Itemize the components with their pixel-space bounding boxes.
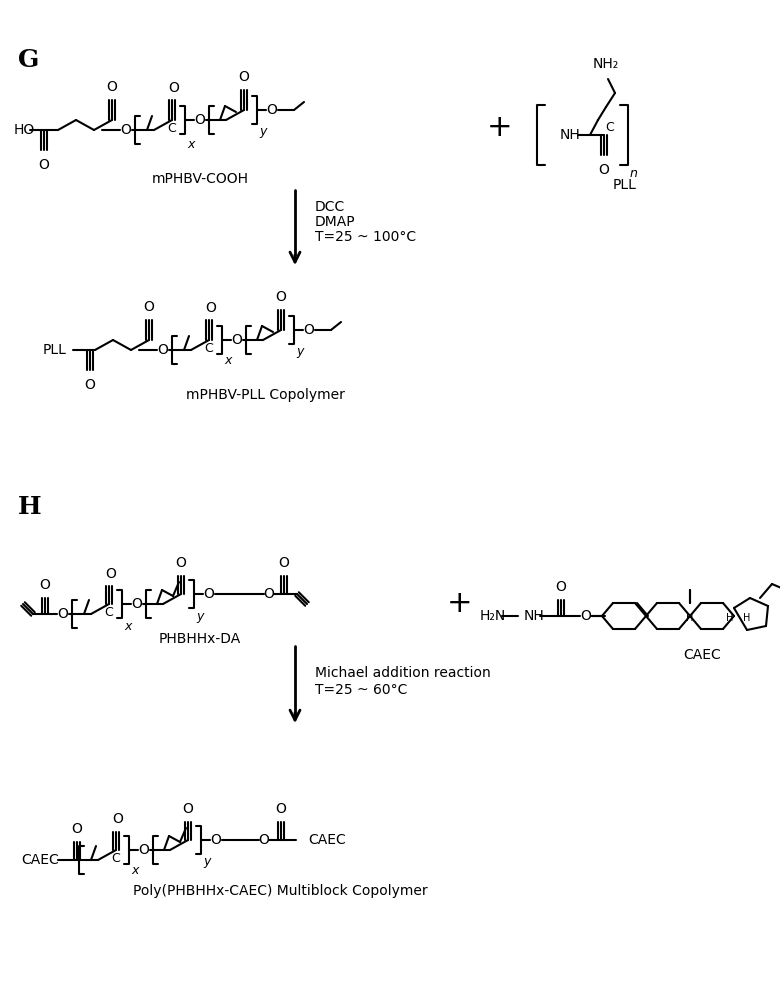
Text: y: y bbox=[203, 855, 211, 868]
Text: O: O bbox=[107, 80, 118, 94]
Text: O: O bbox=[275, 802, 286, 816]
Text: O: O bbox=[555, 580, 566, 594]
Text: T=25 ~ 60°C: T=25 ~ 60°C bbox=[315, 683, 407, 697]
Text: O: O bbox=[598, 163, 609, 177]
Text: O: O bbox=[264, 587, 275, 601]
Text: O: O bbox=[72, 822, 83, 836]
Text: O: O bbox=[144, 300, 154, 314]
Text: O: O bbox=[84, 378, 95, 392]
Text: NH: NH bbox=[560, 128, 581, 142]
Text: O: O bbox=[139, 843, 150, 857]
Text: CAEC: CAEC bbox=[683, 648, 721, 662]
Text: NH: NH bbox=[524, 609, 544, 623]
Text: O: O bbox=[40, 578, 51, 592]
Text: O: O bbox=[105, 567, 116, 581]
Text: O: O bbox=[303, 323, 314, 337]
Text: PHBHHx-DA: PHBHHx-DA bbox=[159, 632, 241, 646]
Text: O: O bbox=[112, 812, 123, 826]
Text: O: O bbox=[278, 556, 289, 570]
Text: NH₂: NH₂ bbox=[593, 57, 619, 71]
Text: O: O bbox=[211, 833, 222, 847]
Text: Poly(PHBHHx-CAEC) Multiblock Copolymer: Poly(PHBHHx-CAEC) Multiblock Copolymer bbox=[133, 884, 427, 898]
Text: HO: HO bbox=[14, 123, 35, 137]
Text: O: O bbox=[168, 81, 179, 95]
Text: DCC: DCC bbox=[315, 200, 346, 214]
Text: Michael addition reaction: Michael addition reaction bbox=[315, 666, 491, 680]
Text: O: O bbox=[267, 103, 278, 117]
Text: mPHBV-PLL Copolymer: mPHBV-PLL Copolymer bbox=[186, 388, 345, 402]
Text: C: C bbox=[168, 122, 176, 135]
Text: x: x bbox=[224, 354, 232, 367]
Text: +: + bbox=[488, 113, 512, 142]
Text: O: O bbox=[275, 290, 286, 304]
Text: mPHBV-COOH: mPHBV-COOH bbox=[151, 172, 249, 186]
Text: PLL: PLL bbox=[43, 343, 67, 357]
Text: G: G bbox=[18, 48, 39, 72]
Text: x: x bbox=[131, 864, 138, 877]
Text: O: O bbox=[580, 609, 591, 623]
Text: O: O bbox=[239, 70, 250, 84]
Text: y: y bbox=[196, 610, 204, 623]
Text: C: C bbox=[605, 121, 614, 134]
Text: O: O bbox=[38, 158, 49, 172]
Text: H: H bbox=[726, 613, 734, 623]
Text: H₂N: H₂N bbox=[480, 609, 506, 623]
Text: +: + bbox=[447, 589, 473, 618]
Text: CAEC: CAEC bbox=[308, 833, 346, 847]
Text: n: n bbox=[630, 167, 638, 180]
Text: H: H bbox=[743, 613, 750, 623]
Text: O: O bbox=[232, 333, 243, 347]
Text: O: O bbox=[158, 343, 168, 357]
Text: DMAP: DMAP bbox=[315, 215, 356, 229]
Text: x: x bbox=[187, 138, 194, 151]
Text: O: O bbox=[204, 587, 215, 601]
Text: O: O bbox=[206, 301, 216, 315]
Text: O: O bbox=[58, 607, 69, 621]
Text: H: H bbox=[686, 613, 693, 623]
Text: PLL: PLL bbox=[613, 178, 637, 192]
Text: O: O bbox=[258, 833, 269, 847]
Text: O: O bbox=[194, 113, 205, 127]
Text: x: x bbox=[124, 620, 131, 633]
Text: O: O bbox=[183, 802, 193, 816]
Text: T=25 ~ 100°C: T=25 ~ 100°C bbox=[315, 230, 416, 244]
Text: y: y bbox=[259, 125, 267, 138]
Text: O: O bbox=[132, 597, 143, 611]
Text: C: C bbox=[105, 606, 113, 619]
Text: O: O bbox=[176, 556, 186, 570]
Text: y: y bbox=[296, 345, 303, 358]
Text: C: C bbox=[204, 342, 214, 355]
Text: O: O bbox=[121, 123, 132, 137]
Text: H: H bbox=[18, 495, 41, 519]
Text: C: C bbox=[112, 852, 120, 865]
Text: CAEC: CAEC bbox=[21, 853, 58, 867]
